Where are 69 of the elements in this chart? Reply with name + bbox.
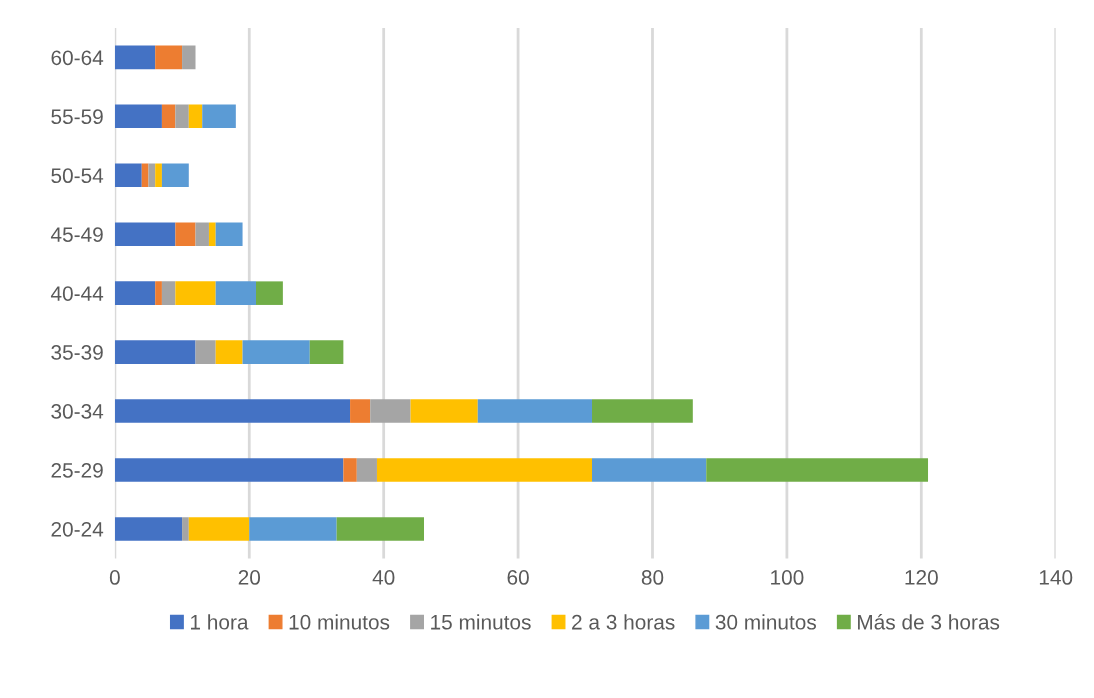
bar — [114, 104, 162, 129]
bar — [376, 458, 593, 482]
y-tick-label: 45-49 — [50, 227, 103, 242]
x-tick-label: 60 — [507, 570, 529, 585]
bar — [175, 104, 189, 129]
y-tick-label: 30-34 — [51, 404, 104, 419]
bar — [161, 163, 189, 188]
bar — [249, 517, 337, 541]
y-tick-label: 55-59 — [51, 109, 103, 125]
legend-label: 30 minutos — [715, 614, 816, 630]
bar — [155, 163, 162, 188]
bar — [592, 458, 707, 482]
bar — [215, 340, 243, 364]
bar — [155, 45, 183, 70]
x-tick-label: 20 — [238, 570, 261, 585]
bar — [195, 222, 209, 247]
bar — [114, 163, 142, 188]
bar — [114, 281, 156, 305]
bar — [356, 458, 377, 482]
bar — [256, 281, 283, 305]
bar — [141, 163, 149, 188]
bar — [188, 104, 203, 129]
y-tick-label: 50-54 — [51, 168, 104, 184]
x-tick-label: 80 — [641, 570, 664, 585]
bar — [202, 104, 236, 129]
bar — [350, 399, 371, 423]
bar — [114, 222, 176, 247]
y-tick-label: 25-29 — [51, 462, 103, 478]
bar — [592, 399, 693, 423]
bar — [188, 517, 250, 541]
bar — [343, 458, 357, 482]
y-tick-label: 35-39 — [51, 345, 103, 360]
bar — [155, 281, 162, 305]
bar — [706, 458, 929, 482]
x-tick-label: 0 — [109, 570, 120, 585]
bar — [175, 281, 216, 305]
bar — [161, 281, 176, 305]
bar — [182, 517, 189, 541]
legend-label: 15 minutos — [431, 614, 531, 630]
bar — [370, 399, 411, 423]
y-tick-label: 20-24 — [51, 521, 104, 537]
bar — [182, 45, 196, 70]
x-tick-label: 100 — [771, 570, 804, 585]
bar — [242, 340, 310, 364]
bar — [477, 399, 593, 423]
legend-label: Más de 3 horas — [858, 614, 1000, 630]
legend-label: 1 hora — [191, 614, 249, 630]
bar — [410, 399, 478, 423]
y-tick-label: 40-44 — [50, 286, 104, 301]
bar — [114, 458, 344, 482]
x-tick-label: 40 — [372, 570, 395, 585]
legend-label: 2 a 3 horas — [572, 614, 675, 630]
bar — [215, 281, 256, 305]
bar — [175, 222, 196, 247]
bar — [114, 517, 183, 541]
legend-label: 10 minutos — [289, 614, 390, 630]
bar — [161, 104, 176, 129]
bar — [336, 517, 424, 541]
y-tick-label: 60-64 — [51, 50, 104, 66]
bar — [114, 399, 351, 423]
bar — [208, 222, 216, 247]
x-tick-label: 120 — [905, 570, 938, 585]
bar — [114, 340, 196, 364]
bar — [148, 163, 156, 188]
bar — [215, 222, 243, 247]
bar — [195, 340, 216, 364]
x-tick-label: 140 — [1039, 570, 1073, 585]
bar — [309, 340, 344, 364]
bar — [114, 45, 156, 70]
